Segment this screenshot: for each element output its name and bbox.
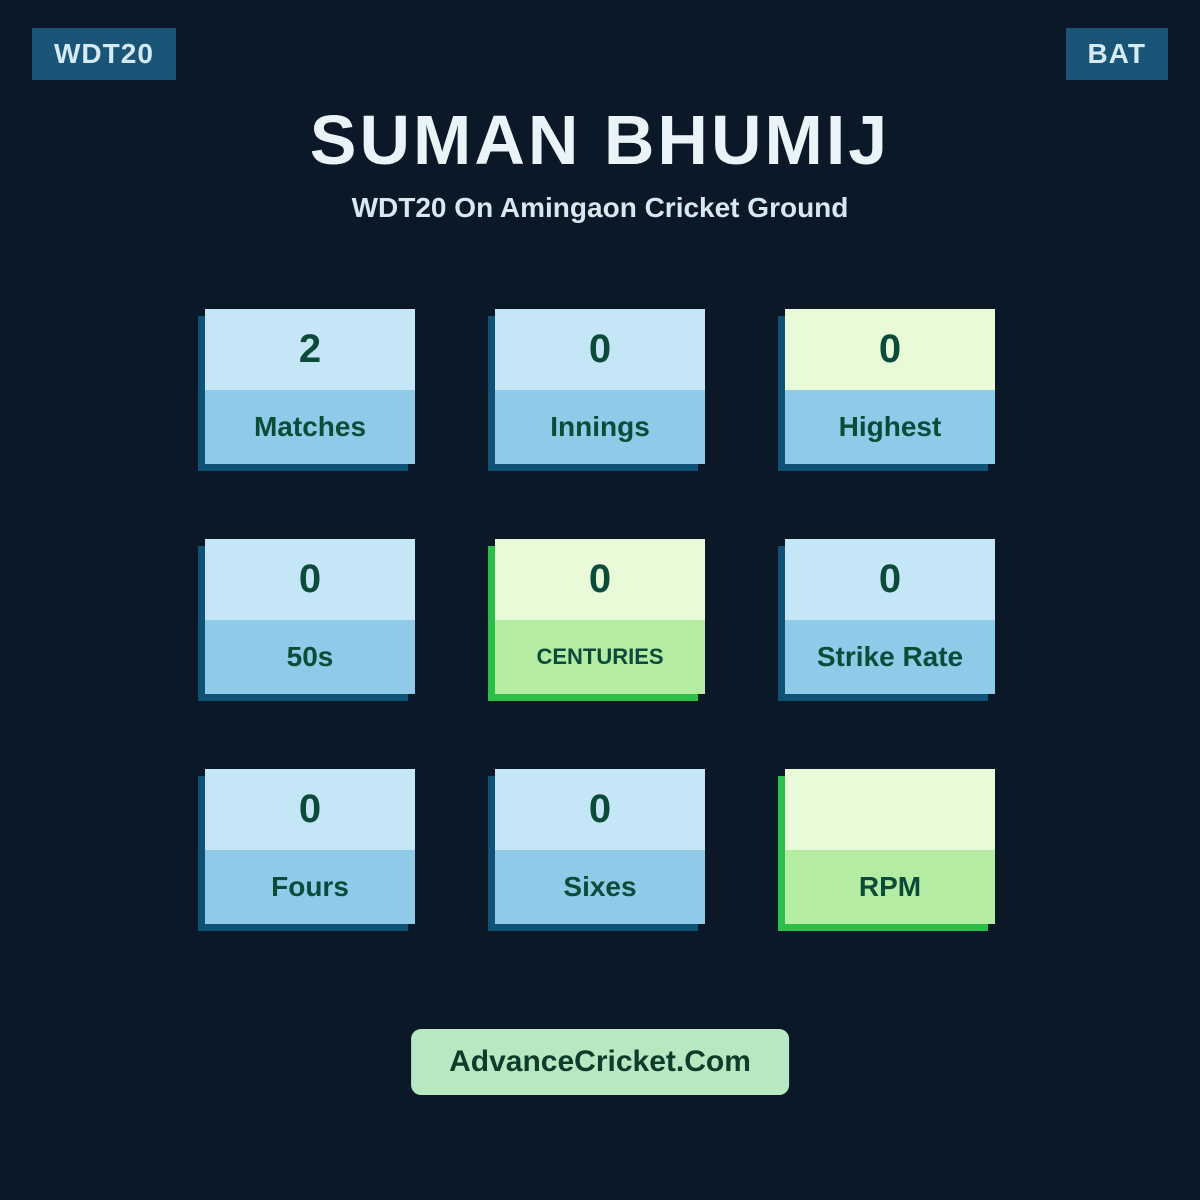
header: SUMAN BHUMIJ WDT20 On Amingaon Cricket G… bbox=[0, 100, 1200, 224]
subtitle: WDT20 On Amingaon Cricket Ground bbox=[0, 192, 1200, 224]
stat-value: 0 bbox=[205, 769, 415, 850]
player-name: SUMAN BHUMIJ bbox=[0, 100, 1200, 180]
stat-label: Matches bbox=[205, 390, 415, 464]
stat-label: Highest bbox=[785, 390, 995, 464]
stat-card: 0Sixes bbox=[495, 769, 705, 924]
stat-value: 2 bbox=[205, 309, 415, 390]
format-badge: WDT20 bbox=[32, 28, 176, 80]
stat-label: RPM bbox=[785, 850, 995, 924]
stat-label: Sixes bbox=[495, 850, 705, 924]
stat-value: 0 bbox=[495, 769, 705, 850]
stat-label: CENTURIES bbox=[495, 620, 705, 694]
stat-value bbox=[785, 769, 995, 850]
stat-label: 50s bbox=[205, 620, 415, 694]
stat-card: 0Fours bbox=[205, 769, 415, 924]
stat-card: 0Strike Rate bbox=[785, 539, 995, 694]
stat-card: 0CENTURIES bbox=[495, 539, 705, 694]
stat-card: 0Innings bbox=[495, 309, 705, 464]
stat-label: Fours bbox=[205, 850, 415, 924]
stat-card: 2Matches bbox=[205, 309, 415, 464]
stat-value: 0 bbox=[495, 309, 705, 390]
stat-value: 0 bbox=[495, 539, 705, 620]
stat-card: 050s bbox=[205, 539, 415, 694]
stat-label: Innings bbox=[495, 390, 705, 464]
stat-value: 0 bbox=[785, 309, 995, 390]
discipline-badge: BAT bbox=[1066, 28, 1168, 80]
stat-value: 0 bbox=[785, 539, 995, 620]
stat-value: 0 bbox=[205, 539, 415, 620]
footer-link[interactable]: AdvanceCricket.Com bbox=[411, 1029, 789, 1095]
stat-card: 0Highest bbox=[785, 309, 995, 464]
top-badges-row: WDT20 BAT bbox=[0, 0, 1200, 80]
stat-label: Strike Rate bbox=[785, 620, 995, 694]
stat-grid: 2Matches0Innings0Highest050s0CENTURIES0S… bbox=[0, 309, 1200, 924]
stat-card: RPM bbox=[785, 769, 995, 924]
